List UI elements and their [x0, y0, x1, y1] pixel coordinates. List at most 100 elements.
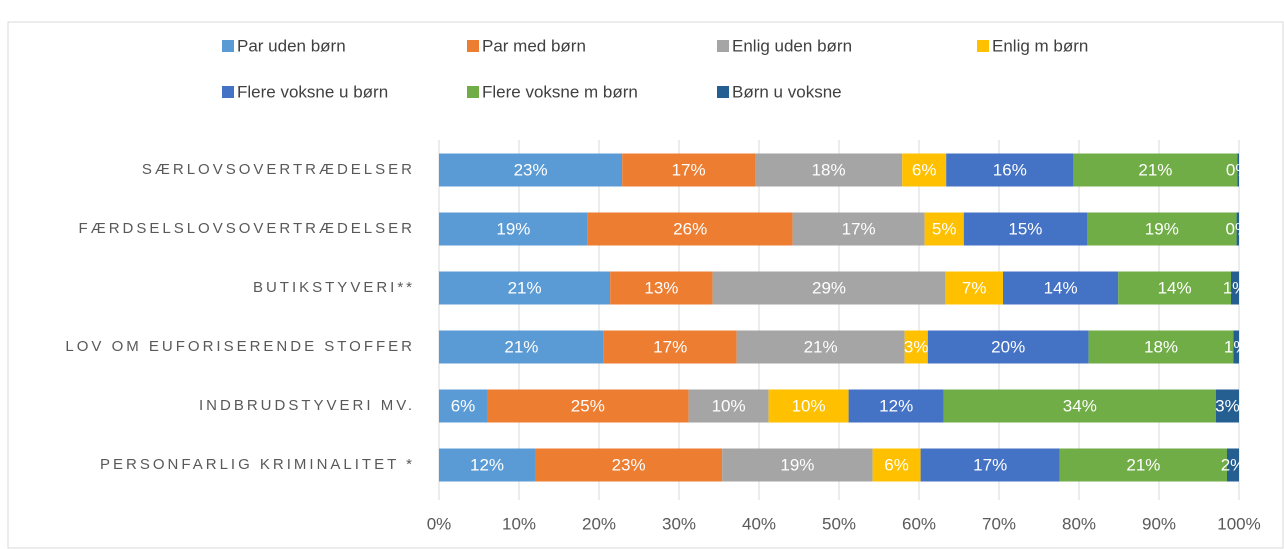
legend-label: Børn u voksne — [732, 82, 842, 101]
data-label: 17% — [653, 337, 687, 356]
bar-segment — [945, 271, 1003, 305]
category-label: INDBRUDSTYVERI MV. — [199, 397, 415, 414]
data-label: 26% — [673, 219, 707, 238]
legend-label: Enlig uden børn — [732, 36, 852, 55]
x-tick-label: 90% — [1142, 514, 1176, 533]
bar-segment — [902, 153, 947, 187]
bar-segment — [1237, 153, 1239, 187]
data-label: 19% — [780, 455, 814, 474]
bar-segment — [768, 389, 849, 423]
data-label: 19% — [496, 219, 530, 238]
bar-segment — [904, 330, 928, 364]
data-label: 34% — [1063, 396, 1097, 415]
legend-label: Flere voksne u børn — [237, 82, 388, 101]
data-label: 29% — [812, 278, 846, 297]
bar-segment — [1073, 153, 1238, 187]
bar-segment — [1233, 330, 1239, 364]
data-label: 5% — [932, 219, 957, 238]
grid — [438, 140, 1240, 500]
bar-segment — [622, 153, 755, 187]
bar-segment — [603, 330, 737, 364]
category-label: BUTIKSTYVERI** — [253, 279, 415, 296]
x-tick-label: 80% — [1062, 514, 1096, 533]
bar-segment — [610, 271, 713, 305]
data-label: 18% — [812, 160, 846, 179]
data-label: 21% — [508, 278, 542, 297]
bar-segment — [587, 212, 793, 246]
data-label: 12% — [879, 396, 913, 415]
x-tick-label: 20% — [582, 514, 616, 533]
legend-swatch — [467, 40, 479, 52]
data-label: 23% — [612, 455, 646, 474]
data-label: 3% — [1215, 396, 1240, 415]
bar-segment — [963, 212, 1087, 246]
data-label: 0% — [1226, 160, 1251, 179]
category-label: LOV OM EUFORISERENDE STOFFER — [65, 338, 415, 355]
bar-segment — [920, 448, 1060, 482]
bar-segment — [848, 389, 944, 423]
bar-segment — [688, 389, 769, 423]
category-label: FÆRDSELSLOVSOVERTRÆDELSER — [79, 220, 415, 237]
data-label: 0% — [1226, 219, 1251, 238]
data-label: 20% — [991, 337, 1025, 356]
legend-label: Par med børn — [482, 36, 586, 55]
legend-label: Par uden børn — [237, 36, 346, 55]
data-label: 25% — [571, 396, 605, 415]
legend-swatch — [717, 40, 729, 52]
data-label: 1% — [1223, 278, 1248, 297]
category-label: SÆRLOVSOVERTRÆDELSER — [142, 161, 415, 178]
data-label: 1% — [1224, 337, 1249, 356]
legend-label: Enlig m børn — [992, 36, 1088, 55]
data-label: 12% — [470, 455, 504, 474]
data-label: 10% — [792, 396, 826, 415]
data-label: 10% — [712, 396, 746, 415]
bar-segment — [1087, 212, 1237, 246]
labels: 0% 10% 20% 30% 40% 50% 60% 70% 80% 90% 100% SÆRLOVS… — [65, 36, 1260, 533]
bar-segment — [722, 448, 873, 482]
bar-segment — [943, 389, 1216, 423]
data-label: 21% — [1126, 455, 1160, 474]
bar-segment — [535, 448, 723, 482]
bar-segment — [1003, 271, 1119, 305]
x-tick-label: 10% — [502, 514, 536, 533]
data-label: 18% — [1144, 337, 1178, 356]
bar-segment — [439, 271, 611, 305]
bar-segment — [1088, 330, 1234, 364]
bar-segment — [1231, 271, 1239, 305]
data-label: 15% — [1008, 219, 1042, 238]
x-tick-label: 40% — [742, 514, 776, 533]
data-label: 3% — [904, 337, 929, 356]
data-label: 19% — [1145, 219, 1179, 238]
legend-swatch — [222, 40, 234, 52]
data-label: 21% — [504, 337, 538, 356]
bar-segment — [712, 271, 946, 305]
bar-segment — [439, 212, 588, 246]
bar-segment — [439, 330, 604, 364]
x-tick-label: 70% — [982, 514, 1016, 533]
data-label: 14% — [1044, 278, 1078, 297]
bar-segment — [439, 448, 535, 482]
x-tick-label: 60% — [902, 514, 936, 533]
data-label: 13% — [644, 278, 678, 297]
data-label: 14% — [1158, 278, 1192, 297]
data-label: 2% — [1221, 455, 1246, 474]
bar-segment — [924, 212, 964, 246]
bar-segment — [439, 153, 623, 187]
legend-swatch — [977, 40, 989, 52]
bar-segment — [872, 448, 921, 482]
bar-segment — [946, 153, 1074, 187]
data-label: 6% — [451, 396, 476, 415]
data-label: 21% — [1138, 160, 1172, 179]
legend-label: Flere voksne m børn — [482, 82, 638, 101]
bar-segment — [487, 389, 689, 423]
data-label: 23% — [514, 160, 548, 179]
bar-segment — [736, 330, 905, 364]
data-label: 17% — [842, 219, 876, 238]
data-label: 21% — [804, 337, 838, 356]
x-tick-label: 30% — [662, 514, 696, 533]
legend-swatch — [717, 86, 729, 98]
bar-segment — [1059, 448, 1227, 482]
x-tick-label: 0% — [427, 514, 452, 533]
x-tick-label: 50% — [822, 514, 856, 533]
